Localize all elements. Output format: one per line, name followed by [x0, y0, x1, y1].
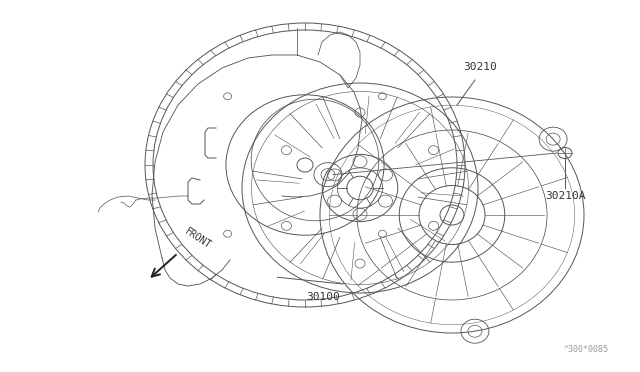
Text: FRONT: FRONT	[183, 227, 213, 251]
Text: 30210: 30210	[463, 62, 497, 72]
Text: ^300*0085: ^300*0085	[563, 345, 609, 354]
Text: 30210A: 30210A	[545, 191, 585, 201]
Text: 30100: 30100	[306, 292, 340, 302]
